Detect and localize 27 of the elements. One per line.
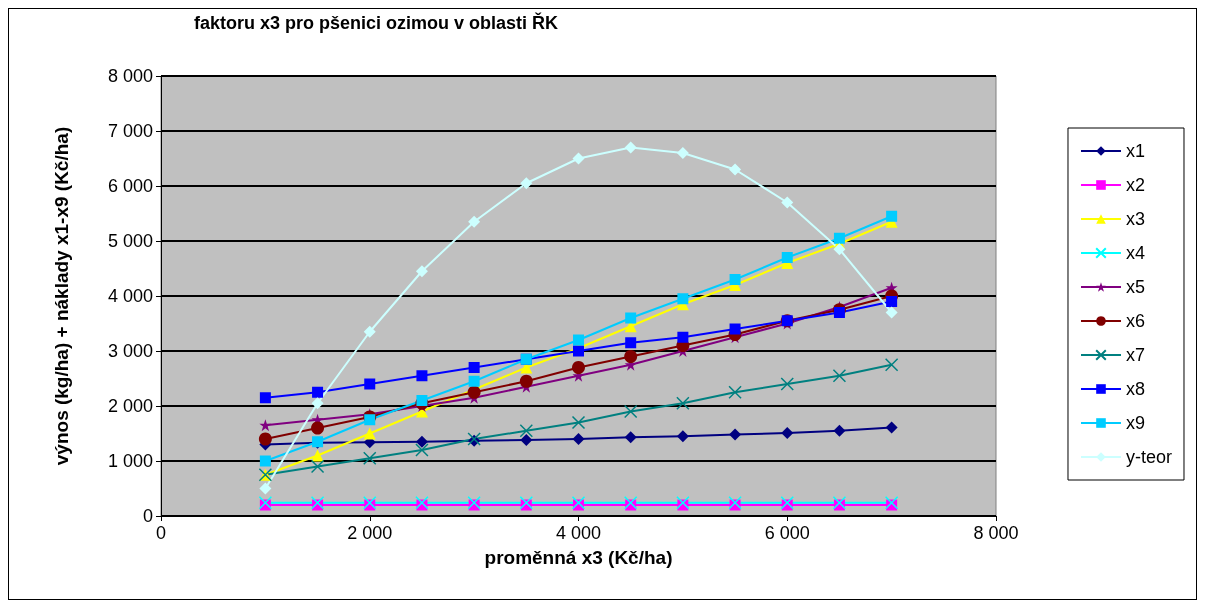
legend-label: x4 xyxy=(1125,243,1145,263)
y-tick-label: 3 000 xyxy=(107,341,153,361)
legend-label: y-teor xyxy=(1125,447,1173,467)
x-tick-label: 6 000 xyxy=(764,523,810,543)
y-tick-label: 2 000 xyxy=(107,396,153,416)
legend-label: x8 xyxy=(1125,379,1145,399)
legend-label: x1 xyxy=(1125,141,1145,161)
legend-label: x3 xyxy=(1125,209,1145,229)
legend-label: x6 xyxy=(1125,311,1145,331)
y-tick-label: 4 000 xyxy=(107,286,153,306)
chart-title: faktoru x3 pro pšenici ozimou v oblasti ŘK xyxy=(194,12,559,33)
y-tick-label: 0 xyxy=(142,506,153,526)
x-axis-title: proměnná x3 (Kč/ha) xyxy=(484,547,673,568)
x-tick-label: 8 000 xyxy=(973,523,1019,543)
x-tick-label: 0 xyxy=(155,523,167,543)
legend-label: x2 xyxy=(1125,175,1145,195)
y-tick-label: 7 000 xyxy=(107,121,153,141)
legend-label: x5 xyxy=(1125,277,1145,297)
y-tick-label: 1 000 xyxy=(107,451,153,471)
y-axis-title: výnos (kg/ha) + náklady x1-x9 (Kč/ha) xyxy=(51,126,72,466)
legend-label: x9 xyxy=(1125,413,1145,433)
y-tick-label: 8 000 xyxy=(107,66,153,86)
y-tick-label: 6 000 xyxy=(107,176,153,196)
x-tick-label: 2 000 xyxy=(347,523,393,543)
x-tick-label: 4 000 xyxy=(555,523,602,543)
y-tick-label: 5 000 xyxy=(107,231,153,251)
legend-label: x7 xyxy=(1125,345,1145,365)
